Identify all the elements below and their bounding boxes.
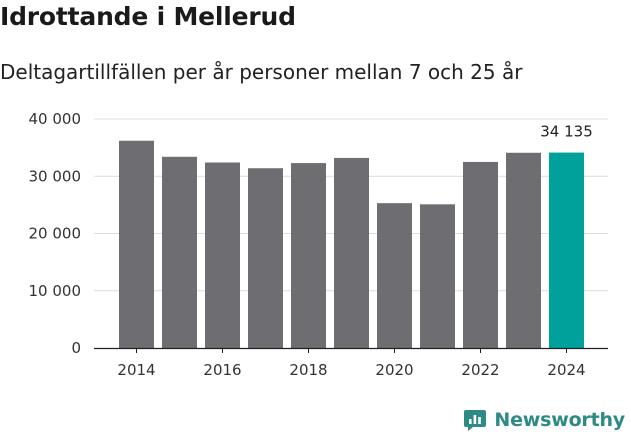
bar [377,203,412,348]
bar [506,152,541,348]
y-tick-label: 10 000 [29,282,82,300]
y-tick-label: 20 000 [29,225,82,243]
brand-name: Newsworthy [494,409,625,431]
x-tick-label: 2014 [117,361,155,379]
bar [334,157,369,348]
brand-logo: Newsworthy [463,408,625,432]
bar [420,204,455,348]
x-tick-label: 2024 [547,361,585,379]
bar [291,163,326,348]
bar [248,168,283,348]
bar [549,152,584,348]
data-label: 34 135 [540,123,593,141]
x-tick-label: 2022 [461,361,499,379]
x-tick-label: 2018 [289,361,327,379]
y-tick-label: 30 000 [29,167,82,185]
chart-subtitle: Deltagartillfällen per år personer mella… [0,60,523,84]
x-tick-label: 2016 [203,361,241,379]
y-tick-label: 40 000 [29,110,82,128]
y-tick-label: 0 [71,339,81,357]
chart-title: Idrottande i Mellerud [0,2,296,31]
bar [463,161,498,348]
newsworthy-logo-icon [464,410,487,431]
bar [162,156,197,348]
x-tick-label: 2020 [375,361,413,379]
bar [119,140,154,348]
bar [205,162,240,348]
